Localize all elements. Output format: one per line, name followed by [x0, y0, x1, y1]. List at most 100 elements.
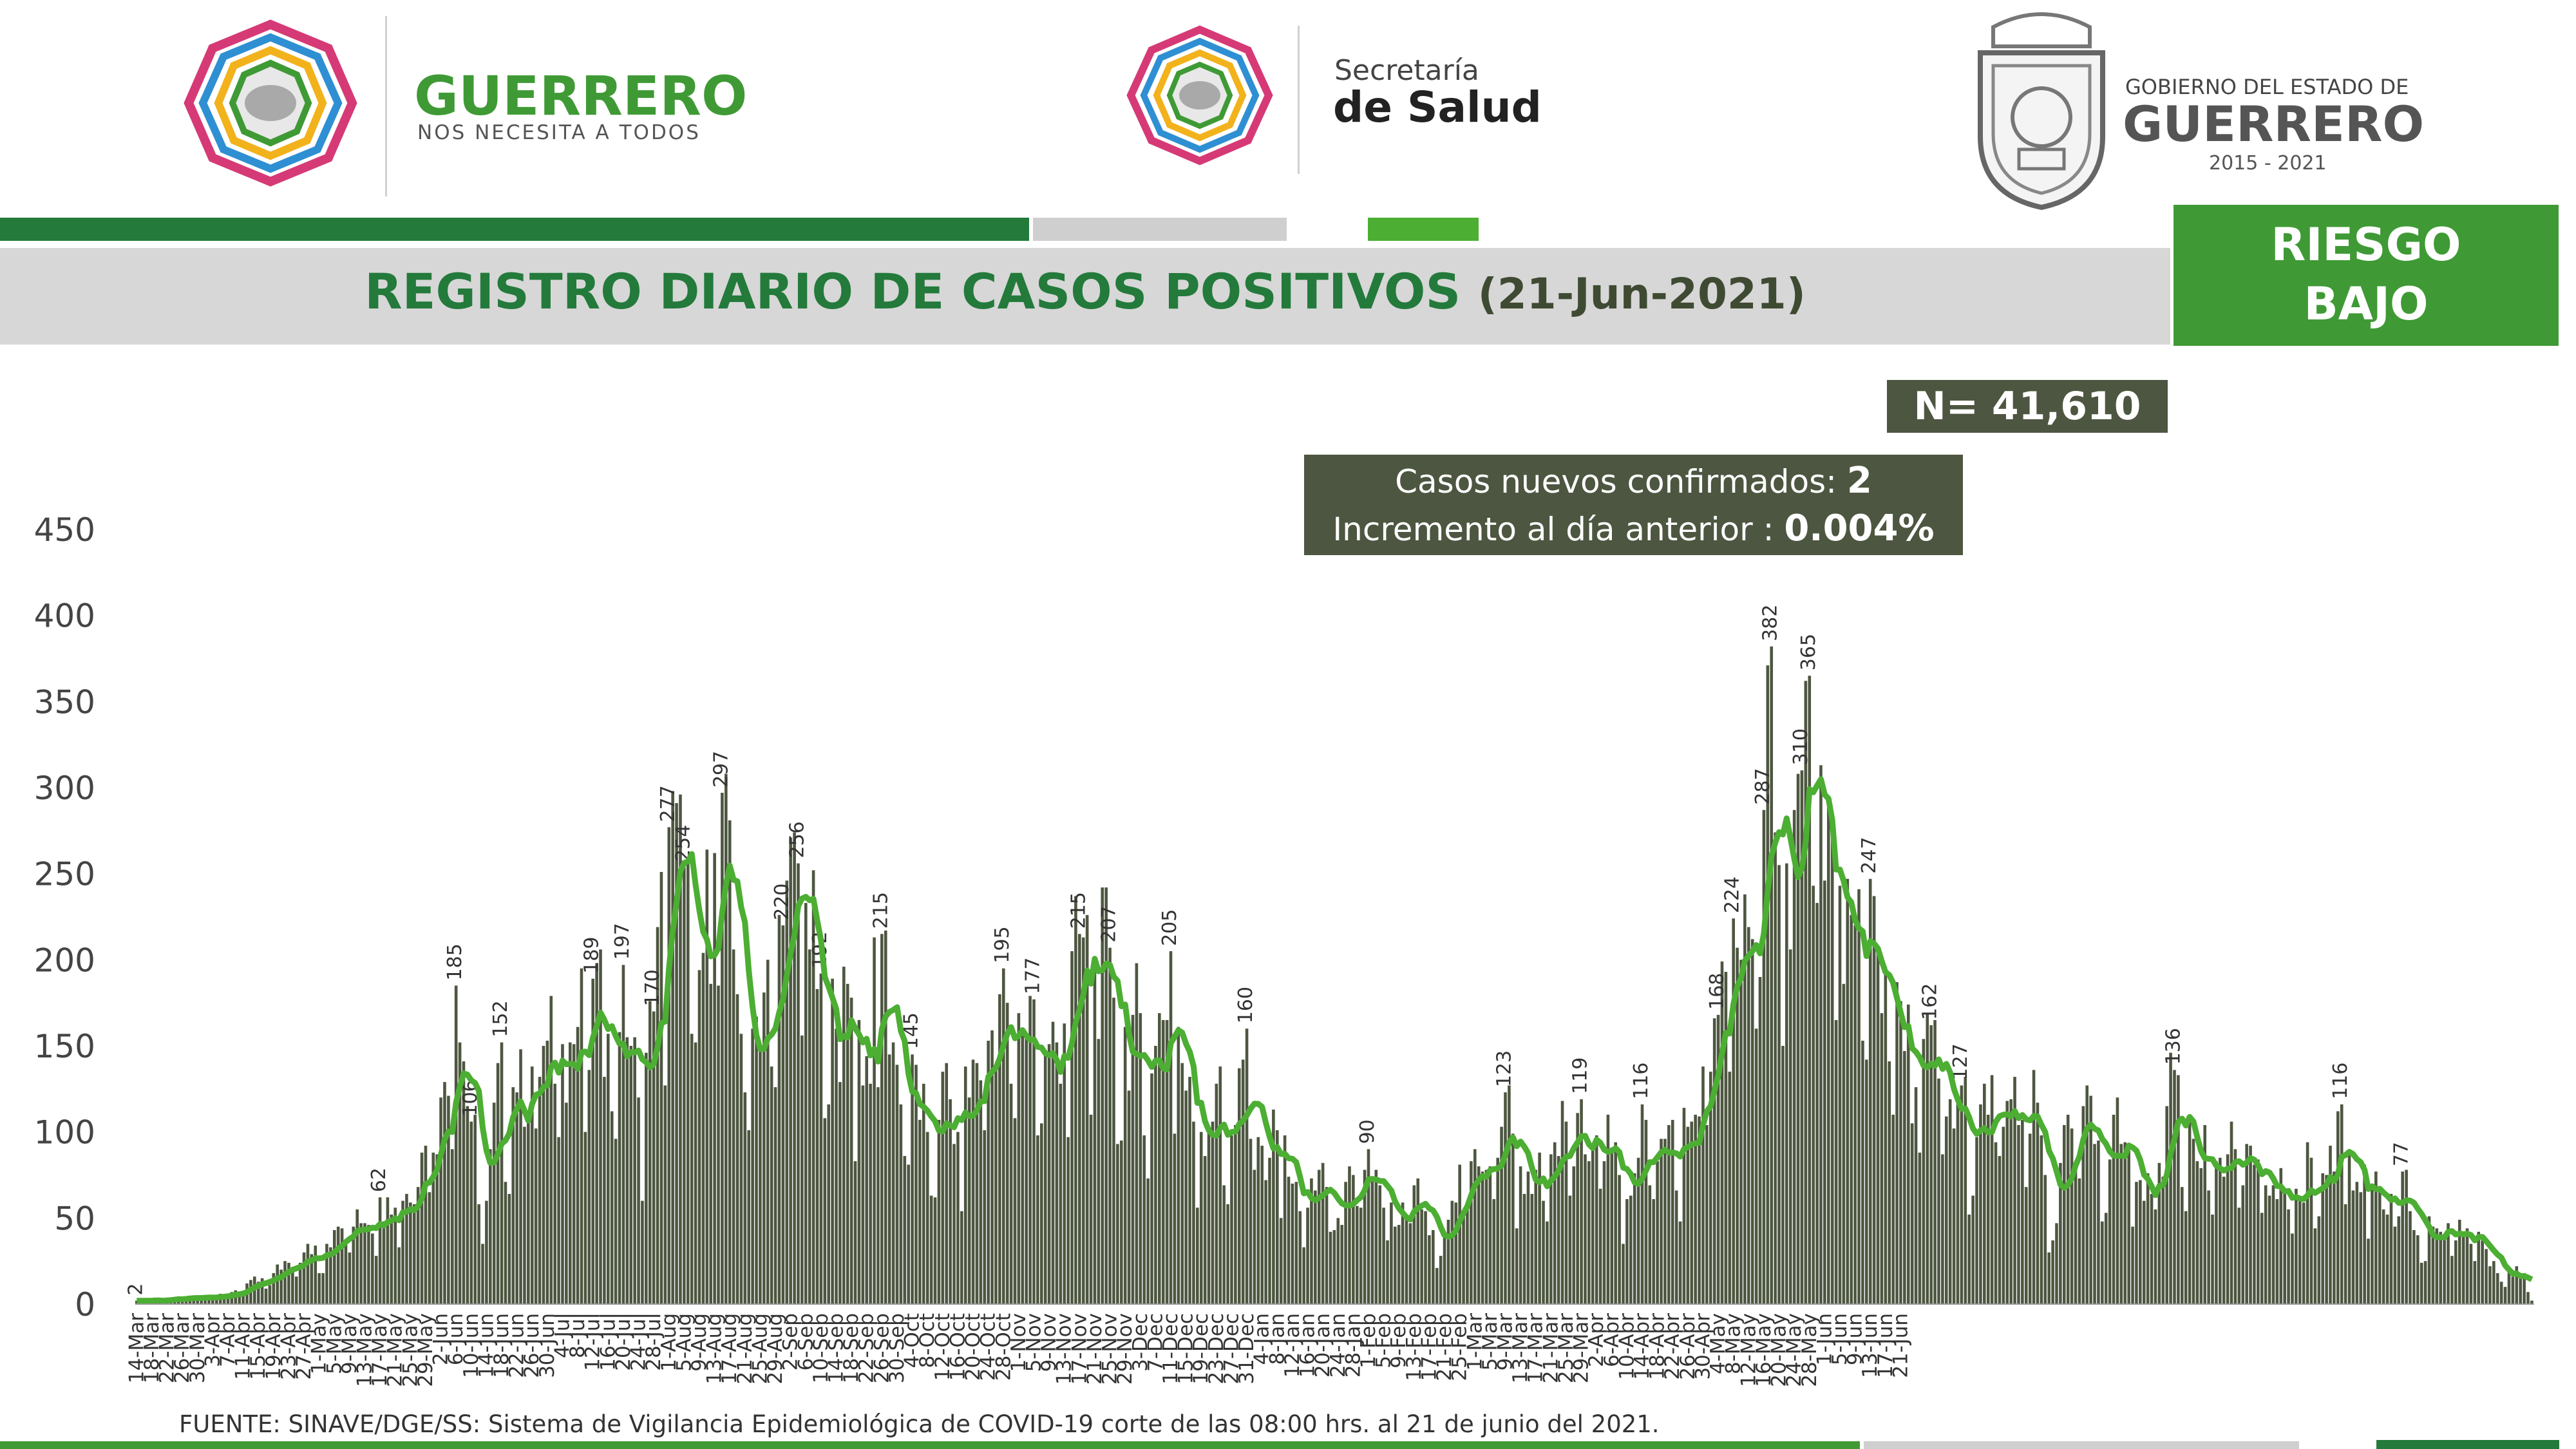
- daily-case-bar: [2336, 1111, 2340, 1304]
- daily-case-bar: [2139, 1180, 2142, 1304]
- x-tick-label: 1-Feb: [1357, 1313, 1380, 1368]
- daily-case-bar: [1435, 1267, 1439, 1304]
- x-tick-label: 13-Feb: [1403, 1313, 1426, 1381]
- daily-case-bar: [1112, 998, 1115, 1304]
- daily-case-bar: [1667, 1124, 1671, 1304]
- daily-case-bar: [1302, 1247, 1305, 1304]
- daily-case-bar: [2085, 1085, 2089, 1304]
- daily-case-bar: [2093, 1144, 2096, 1304]
- daily-case-bar: [1964, 1077, 1967, 1304]
- daily-case-bar: [987, 1040, 990, 1304]
- daily-case-bar: [481, 1244, 484, 1304]
- daily-case-bar: [1268, 1157, 1271, 1304]
- daily-case-bar: [1788, 949, 1792, 1304]
- daily-case-bar: [1998, 1156, 2002, 1304]
- daily-case-bar: [709, 983, 712, 1304]
- daily-case-bar: [1450, 1200, 1454, 1304]
- daily-case-bar: [1317, 1170, 1321, 1304]
- daily-case-bar: [629, 1046, 633, 1304]
- daily-case-bar: [1922, 1039, 1926, 1304]
- daily-case-bar: [1484, 1170, 1488, 1304]
- daily-case-bar: [1602, 1161, 1606, 1304]
- daily-case-bar: [1021, 1030, 1025, 1304]
- bar-value-label: 123: [1493, 1050, 1516, 1087]
- x-tick-label: 13-May: [354, 1313, 377, 1387]
- daily-case-bar: [1119, 1141, 1123, 1304]
- x-tick-label: 29-May: [414, 1313, 437, 1387]
- daily-case-bar: [739, 1034, 743, 1304]
- daily-case-bar: [2249, 1146, 2252, 1304]
- daily-case-bar: [386, 1197, 390, 1304]
- daily-case-bar: [1394, 1226, 1397, 1304]
- salud-line-1: Secretaría: [1334, 54, 1479, 87]
- x-tick-label: 1-Nov: [1007, 1313, 1030, 1372]
- daily-case-bar: [1918, 1152, 1922, 1304]
- x-tick-label: 12-Jul: [582, 1313, 605, 1371]
- daily-case-bar: [1047, 1044, 1051, 1304]
- x-tick-label: 29-Mar: [1570, 1313, 1593, 1383]
- daily-case-bar: [956, 1132, 960, 1304]
- title-band: [0, 248, 2170, 345]
- daily-case-bar: [755, 1016, 758, 1304]
- daily-case-bar: [1165, 1019, 1169, 1304]
- daily-case-bar: [595, 963, 598, 1304]
- daily-case-bar: [2112, 1114, 2116, 1304]
- x-tick-label: 9-Nov: [1037, 1313, 1061, 1372]
- x-tick-label: 12-Jan: [1281, 1313, 1304, 1378]
- daily-case-bar: [329, 1247, 332, 1304]
- daily-case-bar: [2230, 1121, 2233, 1304]
- daily-case-bar: [1234, 1124, 1237, 1304]
- daily-case-bar: [1283, 1135, 1287, 1304]
- daily-case-bar: [713, 853, 716, 1304]
- daily-case-bar: [2397, 1216, 2401, 1304]
- daily-case-bar: [2275, 1198, 2279, 1304]
- daily-case-bar: [667, 827, 671, 1304]
- daily-case-bar: [2488, 1266, 2492, 1304]
- daily-case-bar: [561, 1044, 564, 1304]
- daily-case-bar: [485, 1200, 488, 1304]
- daily-case-bar: [2005, 1101, 2009, 1304]
- daily-case-bar: [397, 1247, 401, 1304]
- daily-case-bar: [1291, 1183, 1294, 1304]
- daily-case-bar: [2473, 1261, 2477, 1304]
- daily-case-bar: [701, 952, 705, 1304]
- daily-case-bar: [1150, 1073, 1153, 1304]
- daily-case-bar: [2161, 1177, 2165, 1304]
- daily-case-bar: [645, 1052, 648, 1304]
- daily-case-bar: [2002, 1126, 2005, 1304]
- daily-case-bar: [1344, 1182, 1347, 1304]
- daily-case-bar: [340, 1228, 344, 1304]
- daily-case-bar: [2062, 1124, 2066, 1304]
- daily-case-bar: [2226, 1154, 2230, 1304]
- x-tick-label: 13-Mar: [1509, 1313, 1532, 1383]
- daily-case-bar: [591, 978, 594, 1304]
- daily-case-bar: [2450, 1256, 2454, 1304]
- daily-case-bar: [469, 1121, 473, 1304]
- daily-case-bar: [1994, 1142, 1998, 1304]
- daily-case-bar: [671, 791, 674, 1304]
- x-tick-label: 5-Mar: [1479, 1313, 1502, 1371]
- daily-case-bar: [344, 1244, 348, 1304]
- daily-case-bar: [420, 1152, 424, 1304]
- daily-case-bar: [2268, 1195, 2271, 1304]
- daily-case-bar: [527, 1113, 530, 1304]
- x-tick-label: 9-Feb: [1387, 1313, 1410, 1368]
- daily-case-bar: [937, 1119, 941, 1304]
- daily-case-bar: [865, 1056, 869, 1304]
- daily-case-bar: [352, 1226, 355, 1304]
- x-tick-label: 28-Jan: [1341, 1313, 1365, 1378]
- daily-case-bar: [1584, 1154, 1587, 1304]
- x-tick-label: 6-Sep: [794, 1313, 817, 1370]
- daily-case-bar: [781, 925, 785, 1304]
- daily-case-bar: [603, 1077, 606, 1304]
- y-tick-label: 350: [34, 683, 95, 721]
- x-tick-label: 14-Mar: [125, 1313, 148, 1383]
- x-tick-label: 7-Apr: [216, 1313, 240, 1367]
- x-tick-label: 25-Aug: [748, 1313, 772, 1384]
- daily-case-bar: [2371, 1185, 2374, 1304]
- daily-case-bar: [1709, 1072, 1712, 1304]
- daily-case-bar: [2382, 1209, 2385, 1304]
- salud-divider: [1298, 26, 1300, 174]
- daily-case-bar: [793, 832, 796, 1304]
- x-tick-label: 6-Apr: [1600, 1313, 1624, 1367]
